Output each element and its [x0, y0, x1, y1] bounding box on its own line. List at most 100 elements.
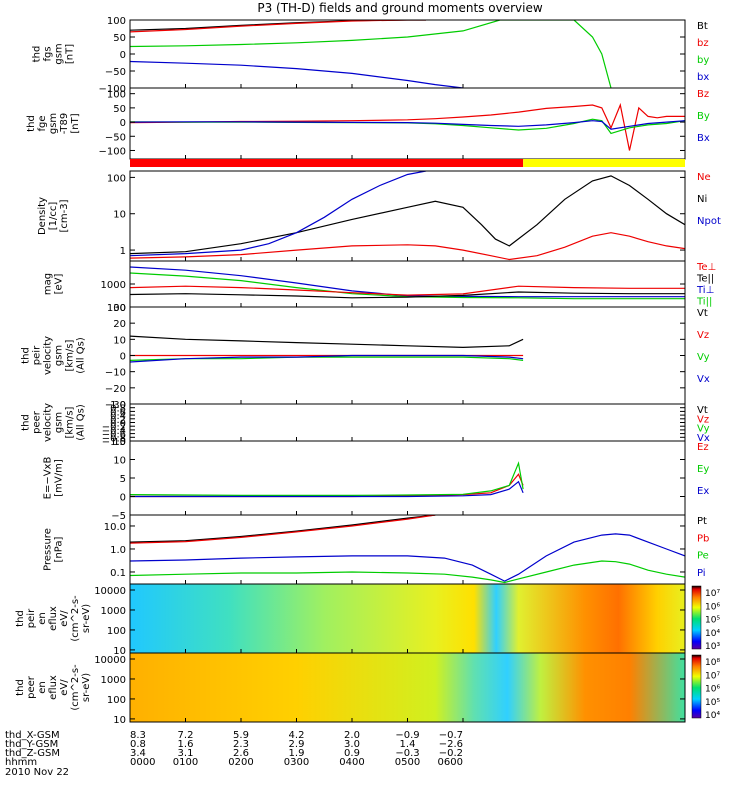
y-tick-label: 0.4 [110, 411, 126, 422]
xaxis-row-value: 0.8 [130, 739, 146, 750]
y-axis-label: gsm [54, 43, 65, 64]
xaxis-row-label: hhmm [5, 757, 37, 768]
series-line [130, 515, 436, 544]
y-axis-label: gsm [48, 113, 59, 134]
legend-entry: Pi [697, 568, 706, 579]
y-axis-label: [mV/m] [54, 459, 65, 497]
xaxis-row-value: 8.3 [130, 730, 146, 741]
legend-entry: Te⊥ [696, 262, 716, 273]
xaxis-row-value: 0500 [395, 757, 420, 768]
series-line [130, 480, 524, 498]
y-axis-label: eV/ [59, 679, 70, 696]
xaxis-row-value: 3.1 [178, 748, 194, 759]
legend-entry: Ez [697, 442, 709, 453]
y-tick-label: 10 [113, 210, 126, 221]
xaxis-row-value: 0000 [130, 757, 155, 768]
y-axis-label: Pressure [43, 528, 54, 571]
series-line [130, 533, 685, 582]
panel-frame [129, 440, 686, 516]
legend-entry: Ex [697, 486, 709, 497]
date-label: 2010 Nov 22 [5, 767, 69, 778]
xaxis-row-value: 0.9 [344, 748, 360, 759]
xaxis-row-value: 3.0 [344, 739, 360, 750]
colorbar-label: 10⁵ [705, 698, 720, 708]
series-line [130, 20, 426, 31]
y-axis-label: velocity [43, 403, 54, 442]
y-axis-label: peir [32, 345, 43, 365]
series-line [130, 120, 685, 130]
xaxis-row-value: 1.6 [178, 739, 194, 750]
y-tick-label: 10000 [94, 586, 126, 597]
panel-9: 10⁷ 10⁶ 10⁵ 10⁴ 10³ 10000 1000 100 10 thd peir en ef… [15, 583, 720, 657]
mode-bar-segment [130, 159, 524, 167]
y-axis-label: mag [43, 273, 54, 295]
y-axis-label: E=−VxB [43, 457, 54, 500]
series-line [130, 335, 524, 349]
chart-title: P3 (TH-D) fields and ground moments over… [257, 1, 542, 15]
y-axis-label: [km/s] [65, 339, 76, 371]
y-tick-label: 100 [107, 695, 126, 706]
series-line [130, 232, 685, 261]
y-axis-label: gsm [54, 345, 65, 366]
y-tick-label: 0 [120, 493, 126, 504]
y-axis-label: thd [21, 347, 32, 364]
y-axis-label: peir [26, 608, 37, 628]
legend-entry: Ti⊥ [696, 285, 714, 296]
y-tick-label: −5 [111, 511, 126, 522]
y-tick-label: 15 [113, 437, 126, 448]
y-axis-label: gsm [54, 412, 65, 433]
xaxis-row-value: 3.4 [130, 748, 146, 759]
y-tick-label: −10 [105, 368, 126, 379]
series-line [130, 461, 524, 496]
y-axis-label: (cm^2-s- [70, 595, 81, 642]
xaxis-row-label: thd_Y-GSM [5, 739, 58, 750]
series-line [130, 20, 426, 33]
legend-entry: bz [697, 38, 709, 49]
legend-entry: Pb [697, 533, 709, 544]
colorbar-label: 10⁷ [705, 589, 720, 599]
legend-entry: Bz [697, 89, 709, 100]
y-axis-label: velocity [43, 336, 54, 375]
colorbar-label: 10⁴ [705, 629, 720, 639]
y-tick-label: 0 [120, 118, 126, 129]
xaxis-row-value: −0.2 [439, 748, 463, 759]
y-axis-label: thd [32, 46, 43, 63]
y-tick-label: −50 [105, 132, 126, 143]
y-axis-label: sr-eV) [81, 673, 92, 702]
series-line [130, 354, 524, 363]
panel-8: 10.0 1.0 0.1 Pressure [nPa] Pt Pb Pe Pi [43, 514, 709, 585]
panel-4: 1000 100 mag [eV] Te⊥Te||Ti⊥Ti|| [43, 260, 716, 314]
xaxis-row-value: 5.9 [233, 730, 249, 741]
y-axis-label: -T89 [59, 113, 70, 135]
colorbar [691, 585, 702, 650]
y-tick-label: 0.1 [110, 568, 126, 579]
y-axis-label: eflux [48, 675, 59, 700]
y-tick-label: 50 [113, 104, 126, 115]
legend-entry: Npot [697, 216, 721, 227]
legend-entry: By [697, 111, 710, 122]
xaxis-row-label: thd_Z-GSM [5, 748, 60, 759]
colorbar [691, 654, 702, 719]
panel-frame [129, 403, 686, 442]
y-tick-label: 0 [120, 352, 126, 363]
xaxis-row-value: 7.2 [178, 730, 194, 741]
y-tick-label: 5 [120, 474, 126, 485]
y-tick-label: 10000 [94, 655, 126, 666]
xaxis-row-value: 1.9 [289, 748, 305, 759]
legend-entry: Vt [697, 308, 708, 319]
xaxis-row-value: 1.4 [400, 739, 416, 750]
panel-1: 100 50 0 −50 −100 thd fgs gsm [nT] Bt bz by bx [32, 16, 710, 95]
xaxis-row-value: 0400 [339, 757, 364, 768]
y-tick-label: 100 [107, 626, 126, 637]
y-axis-label: fge [37, 115, 48, 131]
panel-10: 10⁸ 10⁷ 10⁶ 10⁵ 10⁴ 10000 1000 100 10 thd peer en ef… [15, 652, 720, 726]
y-tick-label: 0 [120, 50, 126, 61]
xaxis-row-value: 0300 [284, 757, 309, 768]
y-axis-label: thd [21, 414, 32, 431]
xaxis-row-value: 0600 [438, 757, 463, 768]
y-tick-label: 10 [113, 335, 126, 346]
y-axis-label: thd [15, 610, 26, 627]
series-line [130, 473, 524, 498]
y-tick-label: −20 [105, 384, 126, 395]
